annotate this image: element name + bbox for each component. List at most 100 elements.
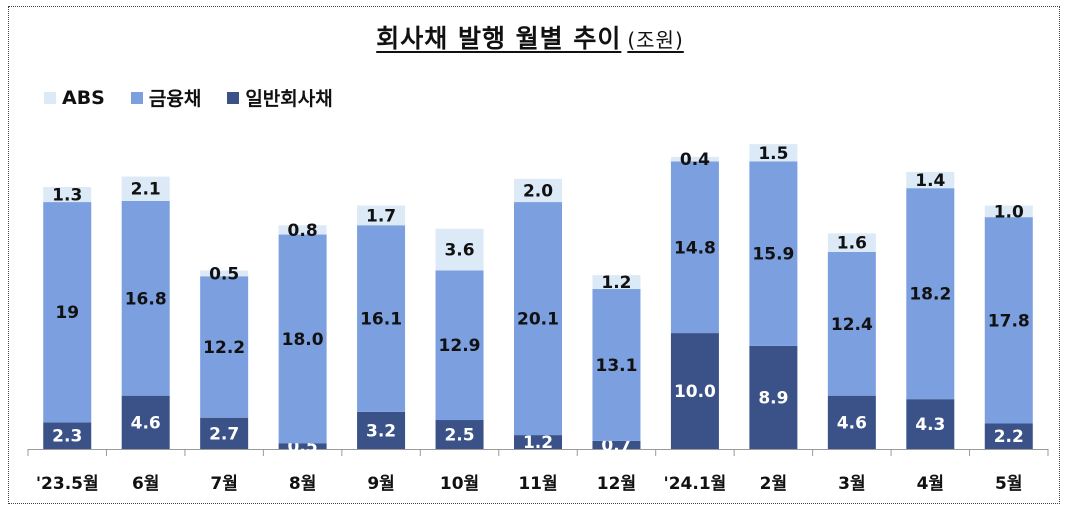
bar-segment-abs — [278, 225, 327, 235]
data-label-financial: 19 — [55, 303, 79, 323]
data-label-financial: 13.1 — [595, 356, 637, 376]
data-label-general: 2.3 — [52, 427, 82, 447]
data-label-general: 10.0 — [674, 382, 716, 402]
x-tick-label: 12월 — [597, 474, 636, 494]
data-label-general: 2.5 — [444, 426, 474, 446]
x-tick-label: 11월 — [518, 474, 557, 494]
legend-label-financial: 금융채 — [148, 88, 202, 110]
data-label-abs: 1.3 — [52, 186, 82, 206]
x-tick-label: '24.1월 — [664, 474, 727, 494]
x-tick-label: 10월 — [440, 474, 479, 494]
legend-item-financial: 금융채 — [130, 84, 202, 111]
bar-segment-financial — [984, 217, 1033, 424]
bar-segment-financial — [906, 188, 955, 400]
chart-title: 회사채 발행 월별 추이 (조원) — [0, 19, 1060, 55]
data-label-general: 3.2 — [366, 421, 396, 441]
bar-segment-general — [121, 395, 170, 449]
bar-segment-general — [43, 422, 92, 449]
bar-segment-general — [435, 420, 484, 449]
data-label-general: 1.2 — [523, 433, 553, 453]
x-tick-label: 6월 — [132, 474, 159, 494]
bar-segment-abs — [670, 156, 719, 162]
data-label-abs: 0.8 — [288, 221, 318, 241]
x-tick-label: 7월 — [210, 474, 237, 494]
bar-segment-general — [592, 440, 641, 449]
x-tick-label: '23.5월 — [36, 474, 99, 494]
bar-segment-financial — [357, 225, 406, 412]
legend-swatch-abs — [44, 91, 56, 104]
data-label-general: 2.2 — [994, 427, 1024, 447]
data-label-financial: 15.9 — [752, 245, 794, 265]
bar-segment-general — [827, 395, 876, 449]
data-label-financial: 12.2 — [203, 338, 245, 358]
legend-label-general: 일반회사채 — [245, 88, 333, 110]
bar-segment-general — [357, 411, 406, 449]
bar-segment-abs — [592, 275, 641, 290]
data-label-general: 0.7 — [601, 436, 631, 456]
chart-frame — [8, 6, 1060, 504]
bar-segment-abs — [357, 205, 406, 226]
legend-label-abs: ABS — [62, 86, 105, 109]
bar-segment-financial — [514, 202, 562, 436]
bar-segment-abs — [749, 144, 798, 162]
data-label-abs: 1.5 — [758, 144, 788, 164]
data-label-abs: 3.6 — [444, 241, 474, 261]
bar-segment-general — [278, 443, 327, 449]
bar-segment-general — [984, 423, 1033, 449]
bar-segment-abs — [906, 171, 955, 189]
data-label-abs: 0.5 — [209, 264, 239, 284]
bar-segment-financial — [278, 234, 327, 444]
data-label-financial: 12.9 — [439, 336, 481, 356]
bar-segment-financial — [43, 202, 92, 423]
data-label-general: 2.7 — [209, 424, 239, 444]
data-label-abs: 1.6 — [837, 234, 867, 254]
bar-segment-financial — [121, 200, 170, 396]
legend: ABS 금융채 일반회사채 — [44, 84, 333, 111]
data-label-abs: 1.2 — [601, 273, 631, 293]
x-tick-label: 4월 — [917, 474, 944, 494]
title-text: 회사채 발행 월별 추이 — [376, 24, 622, 53]
bar-segment-abs — [121, 176, 170, 201]
data-label-abs: 0.4 — [680, 150, 710, 170]
bar-segment-financial — [749, 161, 798, 346]
x-tick-label: 3월 — [838, 474, 865, 494]
data-label-financial: 20.1 — [517, 310, 559, 330]
data-label-abs: 1.7 — [366, 206, 396, 226]
x-tick-label: 2월 — [760, 474, 787, 494]
data-label-abs: 1.0 — [994, 202, 1024, 222]
data-label-general: 4.3 — [915, 415, 945, 435]
bar-segment-abs — [984, 205, 1033, 218]
bar-segment-general — [514, 435, 562, 449]
data-label-abs: 2.0 — [523, 181, 553, 201]
data-label-financial: 18.2 — [909, 285, 951, 305]
data-label-general: 8.9 — [758, 388, 788, 408]
data-label-abs: 2.1 — [131, 180, 161, 200]
data-label-general: 4.6 — [837, 413, 867, 433]
data-label-financial: 12.4 — [831, 315, 873, 335]
bar-segment-general — [906, 399, 955, 449]
bar-segment-abs — [827, 233, 876, 252]
legend-swatch-financial — [130, 91, 143, 104]
data-label-financial: 14.8 — [674, 238, 716, 258]
data-label-financial: 16.8 — [125, 289, 167, 309]
data-label-financial: 16.1 — [360, 310, 402, 330]
bar-segment-financial — [200, 276, 249, 418]
legend-item-abs: ABS — [44, 84, 105, 111]
data-label-financial: 18.0 — [282, 330, 324, 350]
bar-segment-financial — [670, 161, 719, 334]
legend-item-general: 일반회사채 — [227, 84, 333, 111]
bar-segment-general — [670, 333, 719, 449]
bar-segment-financial — [827, 251, 876, 396]
stacked-bar-chart: 2.3 19 1.3 '23.5월 4.6 16.8 2.1 6월 2.7 12.2 0.5 7월 0.… — [27, 144, 1049, 494]
bar-segment-abs — [514, 178, 562, 203]
bar-segment-financial — [435, 270, 484, 421]
x-tick-label: 9월 — [367, 474, 394, 494]
title-unit: (조원) — [627, 28, 684, 52]
data-label-general: 4.6 — [131, 413, 161, 433]
bar-segment-financial — [592, 289, 641, 441]
x-tick-label: 5월 — [995, 474, 1022, 494]
x-tick-label: 8월 — [289, 474, 316, 494]
data-label-financial: 17.8 — [988, 311, 1030, 331]
bar-segment-abs — [435, 228, 484, 271]
legend-swatch-general — [227, 91, 240, 104]
